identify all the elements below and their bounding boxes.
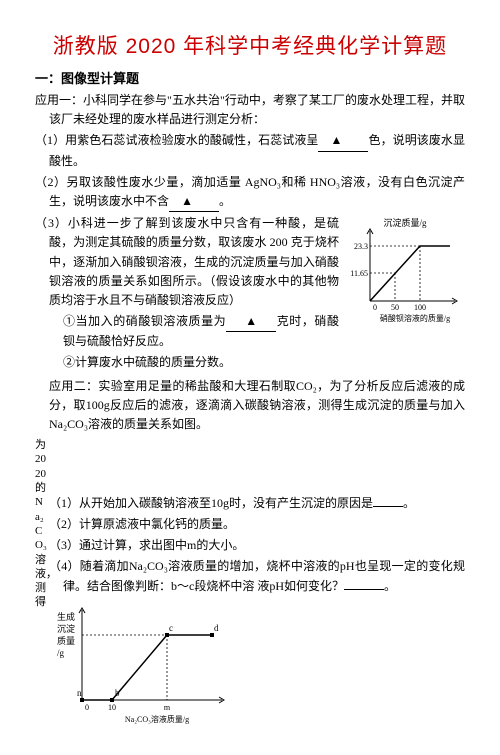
blank-fill: ▲	[169, 192, 219, 212]
question-3-2: ②计算废水中硫酸的质量分数。	[35, 353, 465, 372]
blank-fill	[344, 589, 384, 590]
chart2-pt2: c	[169, 623, 173, 633]
chart2-yl0: 生成	[57, 611, 75, 622]
triangle-icon: ▲	[181, 194, 193, 208]
chart2-pt3: d	[214, 623, 219, 633]
blank-fill: ▲	[318, 131, 368, 151]
triangle-icon: ▲	[331, 133, 343, 147]
app1-intro: 应用一：小科同学在参与"五水共治"行动中，考察了某工厂的废水处理工程，并取该厂未…	[35, 91, 465, 129]
chart2-xt1: m	[164, 703, 171, 712]
point-b	[110, 698, 114, 702]
chart1-x1: 50	[391, 303, 399, 312]
point-c	[165, 633, 169, 637]
blank-fill	[373, 506, 403, 507]
point-d	[210, 633, 214, 637]
chart2-xlabel: Na₂CO₃溶液质量/g	[125, 714, 189, 724]
blank-fill: ▲	[226, 312, 276, 332]
a2-q1-text: （1）从开始加入碳酸钠溶液至10g时，没有产生沉淀的原因是	[49, 496, 373, 510]
app2-intro: 应用二：实验室用足量的稀盐酸和大理石制取CO₂，为了分析反应后滤液的成分，取10…	[35, 377, 465, 435]
a2-q4-text: （4）随着滴加Na₂CO₃溶液质量的增加，烧杯中溶液的pH也呈现一定的变化规律。…	[49, 559, 465, 592]
app2-q1: （1）从开始加入碳酸钠溶液至10g时，没有产生沉淀的原因是 。	[49, 494, 465, 513]
app2-q4: （4）随着滴加Na₂CO₃溶液质量的增加，烧杯中溶液的pH也呈现一定的变化规律。…	[49, 557, 465, 595]
chart1-origin: 0	[373, 303, 377, 312]
chart1-xlabel: 硝酸钡溶液的质量/g	[380, 313, 450, 323]
chart2-origin: 0	[85, 703, 89, 712]
q2-text: （2）另取该酸性废水少量，滴加适量 AgNO₃和稀 HNO₃溶液，没有白色沉淀产…	[35, 175, 465, 208]
app2-q3: （3）通过计算，求出图中m的大小。	[49, 536, 465, 555]
document-page: 浙教版 2020 年科学中考经典化学计算题 一：图像型计算题 应用一：小科同学在…	[0, 0, 500, 755]
vertical-squeezed-text: 为2020的Na₂CO₃溶液，测得	[35, 438, 47, 610]
chart2-yl3: /g	[57, 648, 65, 658]
section-header-1: 一：图像型计算题	[35, 68, 465, 87]
chart2-xt0: 10	[108, 703, 116, 712]
q3-1-text: ①当加入的硝酸钡溶液质量为	[63, 314, 226, 328]
main-title: 浙教版 2020 年科学中考经典化学计算题	[35, 30, 465, 60]
app2-intro-text: 应用二：实验室用足量的稀盐酸和大理石制取CO₂，为了分析反应后滤液的成分，取10…	[49, 379, 465, 431]
point-n	[80, 698, 84, 702]
chart2-yl2: 质量	[57, 635, 75, 646]
chart2-pt0: n	[77, 688, 82, 698]
a2-q1-tail: 。	[403, 496, 415, 510]
q1-text: （1）用紫色石蕊试液检验废水的酸碱性，石蕊试液呈	[35, 133, 318, 147]
chart1-x2: 100	[414, 303, 426, 312]
chart2-line	[82, 635, 212, 700]
app2-q2: （2）计算原滤液中氯化钙的质量。	[49, 515, 465, 534]
q2-tail: 。	[219, 194, 231, 208]
chart2-svg: 生成 沉淀 质量 /g n b c d 0	[47, 600, 247, 730]
chart1-svg: 沉淀质量/g 23.3 11.65 0 50 100 硝酸钡溶液的质量/g	[345, 216, 465, 326]
chart1-ylabel: 沉淀质量/g	[383, 217, 427, 228]
question-1: （1）用紫色石蕊试液检验废水的酸碱性，石蕊试液呈▲色，说明该废水显酸性。	[35, 131, 465, 170]
a2-q4-tail: 。	[384, 579, 396, 593]
chart-2: 生成 沉淀 质量 /g n b c d 0	[47, 600, 465, 735]
chart1-line	[370, 246, 450, 301]
triangle-icon: ▲	[245, 314, 257, 328]
chart2-yl1: 沉淀	[57, 623, 75, 634]
chart1-y1: 23.3	[354, 242, 368, 251]
chart1-y2: 11.65	[350, 269, 368, 278]
chart2-pt1: b	[115, 688, 120, 698]
chart-1: 沉淀质量/g 23.3 11.65 0 50 100 硝酸钡溶液的质量/g	[345, 216, 465, 326]
question-2: （2）另取该酸性废水少量，滴加适量 AgNO₃和稀 HNO₃溶液，没有白色沉淀产…	[35, 173, 465, 212]
